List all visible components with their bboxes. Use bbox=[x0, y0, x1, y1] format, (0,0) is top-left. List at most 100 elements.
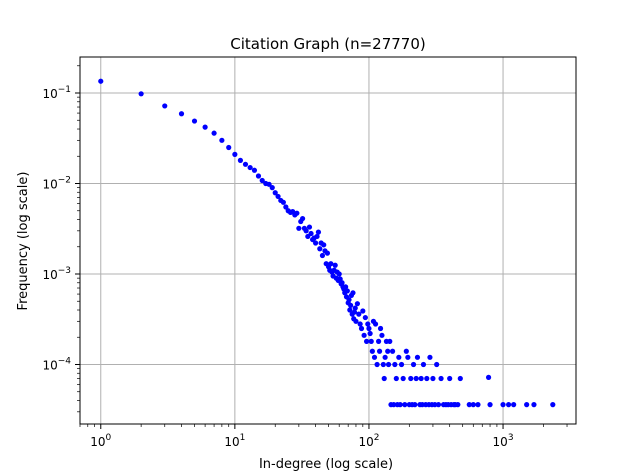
data-point bbox=[346, 297, 352, 303]
data-point bbox=[138, 91, 144, 97]
data-point bbox=[247, 164, 253, 171]
data-point bbox=[343, 284, 349, 290]
data-point bbox=[403, 348, 409, 354]
data-point bbox=[389, 348, 396, 354]
y-tick-label: 10−3 bbox=[42, 266, 71, 282]
data-point bbox=[357, 321, 363, 327]
data-point bbox=[372, 321, 379, 327]
axis-ticks: 100 101 102 103 10−4 10−3 10−2 10−1 bbox=[42, 65, 568, 449]
data-point bbox=[418, 375, 424, 382]
data-point bbox=[398, 361, 405, 368]
data-point bbox=[377, 325, 384, 332]
data-point bbox=[162, 103, 168, 109]
data-point bbox=[485, 374, 492, 380]
data-point bbox=[339, 280, 345, 286]
data-point bbox=[266, 181, 272, 187]
data-point bbox=[365, 321, 371, 327]
data-point bbox=[98, 78, 104, 84]
data-point bbox=[376, 348, 383, 354]
data-point bbox=[374, 361, 380, 368]
data-point bbox=[367, 330, 373, 337]
data-point bbox=[315, 229, 322, 235]
data-point bbox=[308, 230, 314, 237]
data-point bbox=[219, 137, 225, 143]
data-point bbox=[347, 307, 353, 313]
data-point bbox=[360, 308, 366, 314]
data-point bbox=[211, 130, 217, 136]
data-point bbox=[354, 301, 360, 307]
data-point bbox=[353, 318, 359, 324]
data-point bbox=[361, 332, 367, 338]
x-tick-label: 103 bbox=[493, 433, 514, 449]
data-point bbox=[438, 375, 444, 382]
data-point bbox=[317, 246, 323, 252]
data-point bbox=[272, 190, 278, 196]
data-point bbox=[191, 118, 198, 124]
data-point bbox=[356, 311, 362, 317]
data-point bbox=[387, 338, 393, 344]
data-point bbox=[300, 215, 306, 222]
data-point bbox=[381, 375, 387, 382]
data-point bbox=[280, 199, 286, 205]
data-point bbox=[392, 361, 398, 368]
data-point bbox=[434, 361, 440, 368]
data-point bbox=[358, 325, 365, 332]
data-point bbox=[344, 288, 350, 294]
data-point bbox=[506, 402, 512, 408]
data-point bbox=[269, 185, 275, 191]
data-point bbox=[321, 242, 327, 248]
data-point bbox=[432, 402, 438, 408]
data-point bbox=[375, 338, 382, 344]
data-point bbox=[400, 375, 406, 382]
data-point bbox=[430, 375, 436, 382]
scatter-points bbox=[98, 78, 556, 408]
data-point bbox=[336, 271, 342, 277]
grid-lines bbox=[80, 57, 576, 424]
data-point bbox=[351, 309, 358, 315]
y-axis-label: Frequency (log scale) bbox=[16, 172, 31, 311]
data-point bbox=[259, 177, 265, 184]
data-point bbox=[232, 151, 238, 157]
data-point bbox=[369, 348, 375, 354]
data-point bbox=[466, 402, 472, 408]
data-point bbox=[475, 402, 481, 408]
data-point bbox=[352, 305, 358, 311]
data-point bbox=[379, 332, 385, 338]
data-point bbox=[380, 361, 386, 368]
data-point bbox=[368, 338, 374, 344]
data-point bbox=[226, 144, 232, 151]
data-point bbox=[420, 361, 427, 368]
x-axis-label: In-degree (log scale) bbox=[259, 457, 393, 472]
data-point bbox=[237, 157, 244, 163]
data-point bbox=[324, 250, 331, 256]
data-point bbox=[500, 402, 506, 408]
data-point bbox=[410, 361, 417, 368]
data-point bbox=[314, 233, 320, 240]
data-point bbox=[283, 204, 289, 210]
x-tick-label: 100 bbox=[90, 433, 111, 449]
data-point bbox=[393, 375, 399, 382]
data-point bbox=[402, 402, 408, 408]
data-point bbox=[319, 252, 326, 259]
data-point bbox=[455, 402, 461, 408]
data-point bbox=[397, 402, 403, 408]
data-point bbox=[296, 225, 302, 231]
data-point bbox=[447, 375, 453, 382]
data-point bbox=[405, 354, 411, 360]
data-point bbox=[178, 111, 185, 117]
data-point bbox=[350, 290, 356, 296]
data-point bbox=[408, 375, 414, 382]
data-point bbox=[328, 261, 334, 267]
data-point bbox=[294, 210, 300, 216]
data-point bbox=[524, 402, 530, 408]
data-point bbox=[382, 354, 388, 360]
data-point bbox=[363, 338, 370, 344]
data-point bbox=[457, 375, 463, 382]
data-point bbox=[242, 161, 249, 167]
data-point bbox=[306, 224, 313, 230]
y-tick-label: 10−2 bbox=[42, 176, 71, 192]
data-point bbox=[385, 348, 391, 354]
chart-title: Citation Graph (n=27770) bbox=[230, 35, 426, 53]
plot-frame bbox=[79, 56, 577, 425]
